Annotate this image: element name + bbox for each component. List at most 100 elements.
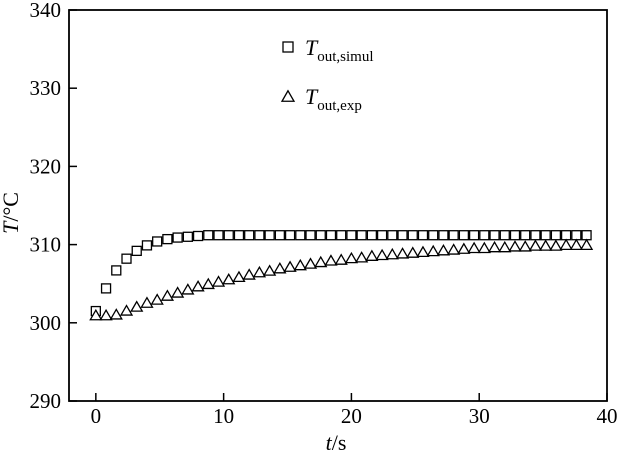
data-point-triangle [416, 245, 430, 258]
data-point-square [346, 230, 357, 241]
legend-triangle-marker [280, 89, 296, 102]
plot-frame [68, 9, 608, 402]
data-point-triangle [99, 308, 113, 321]
data-point-square [152, 236, 163, 247]
data-point-square [520, 230, 531, 241]
data-point-square [121, 253, 132, 264]
data-point-triangle [395, 247, 410, 259]
data-point-triangle [303, 257, 318, 269]
data-point-triangle [242, 268, 256, 280]
data-point-triangle [150, 293, 164, 305]
x-tick-label: 30 [469, 404, 490, 428]
data-point-square [448, 230, 459, 241]
y-tick-label: 310 [30, 233, 62, 257]
legend-label: Tout,simul [305, 35, 374, 65]
data-point-triangle [160, 289, 175, 301]
data-point-square [479, 230, 490, 241]
data-point-triangle [385, 247, 399, 260]
data-point-square [111, 265, 122, 276]
y-tick-label: 330 [30, 76, 62, 100]
data-point-square [468, 230, 480, 241]
data-point-triangle [293, 258, 307, 271]
data-point-square [172, 232, 183, 243]
x-axis-label: t/s [326, 430, 347, 455]
data-point-triangle [559, 238, 573, 251]
data-point-square [438, 230, 449, 241]
data-point-square [315, 230, 326, 241]
x-tick-label: 20 [341, 404, 362, 428]
data-point-triangle [211, 275, 226, 287]
data-point-square [325, 230, 337, 241]
y-tick-label: 340 [30, 0, 62, 22]
data-point-square [489, 230, 500, 241]
data-point-square [295, 230, 306, 241]
data-point-triangle [252, 265, 267, 278]
data-point-triangle [406, 246, 420, 258]
data-point-triangle [518, 240, 532, 252]
data-point-triangle [201, 277, 215, 290]
data-point-square [581, 230, 592, 241]
legend-square-marker [282, 41, 294, 53]
data-point-square [244, 230, 255, 241]
data-point-triangle [191, 279, 205, 292]
data-point-square [336, 230, 347, 241]
data-point-triangle [487, 240, 502, 253]
data-point-triangle [314, 255, 328, 268]
data-point-square [540, 230, 551, 241]
data-point-square [509, 230, 521, 241]
data-point-square [264, 230, 275, 241]
x-tick-label: 0 [91, 404, 102, 428]
data-point-square [274, 230, 286, 241]
data-point-triangle [181, 283, 195, 295]
data-point-square [407, 230, 418, 241]
data-point-triangle [222, 272, 236, 285]
data-point-square [203, 230, 214, 241]
data-point-triangle [344, 251, 359, 264]
data-point-triangle [498, 240, 512, 253]
data-point-triangle [467, 241, 481, 254]
data-point-square [530, 230, 541, 241]
data-point-square [376, 230, 388, 241]
data-point-square [387, 230, 398, 241]
data-point-triangle [528, 239, 543, 251]
data-point-triangle [426, 244, 440, 257]
y-tick-label: 290 [30, 389, 62, 413]
data-point-triangle [263, 264, 277, 276]
data-point-triangle [569, 238, 583, 251]
data-point-square [162, 233, 173, 245]
data-point-square [100, 283, 112, 294]
data-point-triangle [119, 304, 134, 316]
data-point-square [305, 230, 316, 241]
data-point-triangle [375, 248, 389, 261]
data-point-triangle [457, 242, 471, 254]
data-point-triangle [447, 243, 461, 255]
data-point-square [182, 231, 193, 242]
data-point-square [550, 230, 562, 241]
data-point-triangle [436, 244, 451, 256]
data-point-triangle [508, 240, 522, 252]
data-point-square [499, 230, 510, 241]
data-point-square [141, 240, 153, 251]
data-point-triangle [539, 239, 553, 251]
data-point-square [571, 230, 582, 241]
y-tick-label: 300 [30, 311, 62, 335]
x-tick-label: 10 [213, 404, 234, 428]
x-tick-label: 40 [597, 404, 617, 428]
data-point-triangle [324, 254, 338, 266]
data-point-square [560, 230, 572, 241]
data-point-square [254, 230, 265, 241]
data-point-triangle [579, 238, 594, 251]
data-point-square [192, 230, 204, 242]
data-point-triangle [170, 286, 185, 298]
y-axis-label: T/°C [0, 192, 23, 234]
data-point-triangle [365, 249, 379, 261]
data-point-triangle [232, 270, 246, 283]
legend-label: Tout,exp [305, 84, 362, 114]
data-point-triangle [89, 308, 103, 321]
data-point-triangle [549, 239, 563, 251]
data-point-square [417, 230, 429, 241]
data-point-triangle [273, 262, 287, 274]
data-point-triangle [130, 300, 144, 312]
data-point-triangle [140, 296, 154, 308]
